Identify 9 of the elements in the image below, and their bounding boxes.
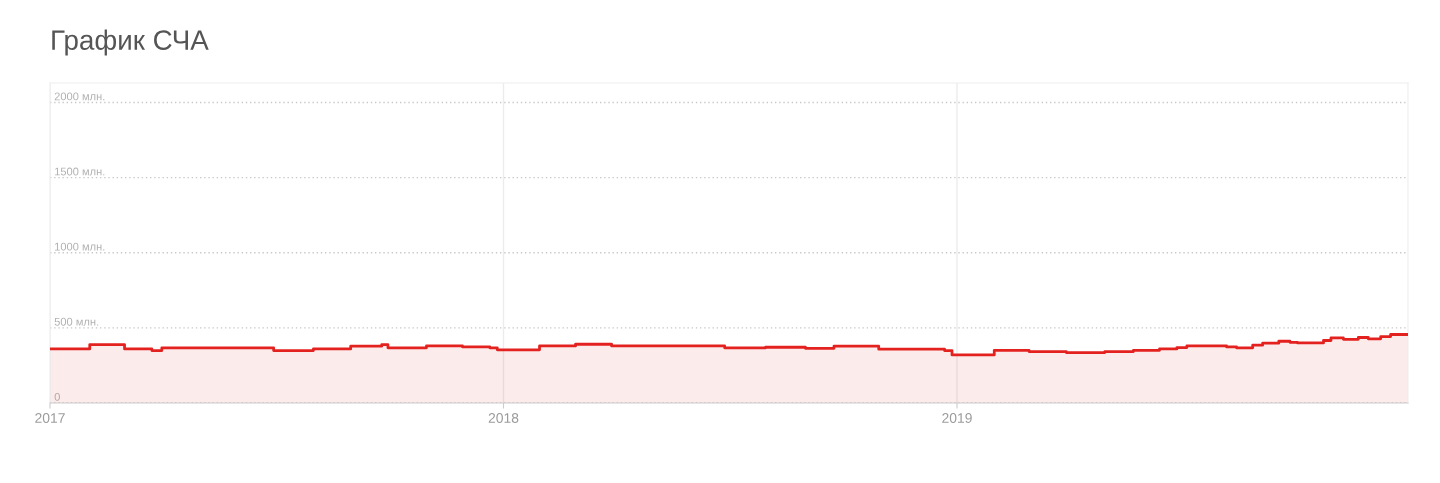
y-tick-label: 0 [54, 392, 60, 401]
y-tick-label: 1000 млн. [55, 242, 105, 251]
x-tick-label: 2019 [942, 413, 972, 423]
chart-title: График СЧА [52, 29, 209, 56]
y-tick-label: 500 млн. [54, 317, 99, 326]
y-tick-label: 1500 млн. [55, 167, 105, 176]
x-tick-label: 2018 [488, 413, 519, 423]
y-tick-label: 2000 млн. [54, 92, 105, 101]
x-tick-label: 2017 [35, 413, 65, 423]
